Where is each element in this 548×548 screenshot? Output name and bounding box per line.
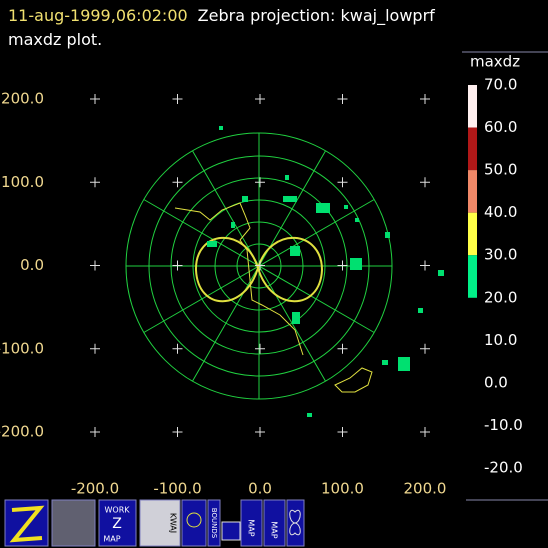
- grid-cross: [255, 94, 265, 104]
- header: 11-aug-1999,06:02:00 Zebra projection: kw…: [8, 4, 478, 52]
- kwaj-icon[interactable]: [139, 499, 181, 547]
- color-band: [468, 85, 477, 128]
- grid-cross: [337, 260, 348, 271]
- x-tick-label: 100.0: [321, 480, 364, 498]
- x-tick-label: -200.0: [71, 480, 119, 498]
- toolbar: WORK Z MAP KWAJ BOUNDS MAP MAP: [4, 499, 305, 547]
- time: 11-aug-1999,06:02:00: [8, 6, 188, 25]
- icon-label: KWAJ: [169, 513, 178, 533]
- icon-label: MAP: [270, 521, 279, 538]
- grid-cross: [337, 177, 348, 188]
- color-band: [468, 170, 477, 213]
- grid-cross: [420, 177, 430, 188]
- y-tick-label: 200.0: [1, 90, 44, 108]
- color-band: [468, 212, 477, 256]
- grid-cross: [172, 427, 183, 437]
- grid-cross: [172, 343, 183, 354]
- grid-cross: [90, 94, 100, 104]
- colorbar-tick-label: 40.0: [484, 203, 517, 221]
- grid-cross: [172, 260, 183, 271]
- icon-label: Z: [112, 516, 122, 532]
- grid-cross: [255, 177, 265, 188]
- y-tick-label: -100.0: [0, 339, 44, 357]
- colorbar-tick-label: 60.0: [484, 118, 517, 136]
- y-tick-label: 100.0: [1, 173, 44, 191]
- map-icon[interactable]: [263, 499, 286, 547]
- echoes: [207, 126, 444, 417]
- work-map-icon[interactable]: [98, 499, 137, 547]
- grid-cross: [90, 427, 100, 437]
- colorbar-tick-label: 30.0: [484, 246, 517, 264]
- title: Zebra projection: kwaj_lowprf maxdz plot…: [8, 6, 435, 49]
- grid-icon[interactable]: [221, 521, 241, 541]
- colorbar-tick-label: 20.0: [484, 288, 517, 306]
- overlay: [174, 202, 373, 393]
- grid-cross: [420, 94, 430, 104]
- colorbar-label: maxdz: [470, 53, 520, 71]
- grid-cross: [255, 343, 265, 354]
- grid-cross: [90, 260, 100, 271]
- x-tick-label: -100.0: [153, 480, 201, 498]
- colorbar-tick-label: 0.0: [484, 373, 508, 391]
- map-icon[interactable]: [240, 499, 263, 547]
- grid-cross: [90, 343, 100, 354]
- rings-icon[interactable]: [181, 499, 207, 547]
- grid-cross: [255, 427, 265, 437]
- colorbar: maxdz 70.0 60.0 50.0 40.0 30.0 20.0 10.0 0.0 -10.…: [468, 53, 523, 477]
- grid-cross: [337, 94, 348, 104]
- grid-cross: [337, 427, 348, 437]
- colorbar-tick-label: 50.0: [484, 161, 517, 179]
- x-tick-label: 200.0: [404, 480, 447, 498]
- grid-cross: [255, 260, 265, 271]
- icon-label: WORK: [104, 506, 130, 515]
- colorbar-tick-label: 10.0: [484, 331, 517, 349]
- colorbar-tick-label: -20.0: [484, 459, 523, 477]
- grid-cross: [337, 343, 348, 354]
- grid-cross: [420, 427, 430, 437]
- y-tick-label: 0.0: [20, 256, 44, 274]
- color-band: [468, 255, 477, 298]
- grid-cross: [420, 260, 430, 271]
- x-tick-label: 0.0: [248, 480, 272, 498]
- axes: -200.0 -100.0 0.0 100.0 200.0 200.0 100.0 0.0 -1…: [0, 90, 446, 498]
- grid-cross: [90, 177, 100, 188]
- image-icon[interactable]: [51, 499, 96, 547]
- icon-label: MAP: [247, 519, 256, 536]
- grid-cross: [172, 177, 183, 188]
- icon-label: BOUNDS: [210, 508, 218, 539]
- grid-cross: [172, 94, 183, 104]
- grid-cross: [420, 343, 430, 354]
- bounds-icon[interactable]: [207, 499, 221, 547]
- colorbar-tick-label: 70.0: [484, 76, 517, 94]
- color-band: [468, 127, 477, 171]
- y-tick-label: -200.0: [0, 423, 44, 441]
- colorbar-tick-label: -10.0: [484, 416, 523, 434]
- icon-label: MAP: [103, 535, 120, 544]
